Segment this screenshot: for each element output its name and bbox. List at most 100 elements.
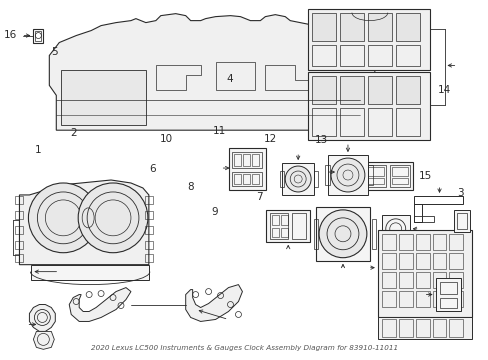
Bar bbox=[398, 319, 412, 337]
Bar bbox=[389, 165, 409, 187]
Bar bbox=[367, 167, 383, 176]
Polygon shape bbox=[69, 288, 131, 321]
Bar bbox=[367, 108, 391, 136]
Text: 5: 5 bbox=[51, 46, 57, 57]
Bar bbox=[266, 210, 309, 242]
Bar bbox=[292, 213, 305, 239]
Bar bbox=[270, 213, 287, 239]
Text: 13: 13 bbox=[315, 135, 328, 145]
Bar bbox=[16, 196, 23, 204]
Bar bbox=[144, 196, 153, 204]
Circle shape bbox=[285, 166, 310, 192]
Bar bbox=[415, 291, 428, 306]
Text: 15: 15 bbox=[418, 171, 431, 181]
Bar bbox=[35, 31, 41, 41]
Bar bbox=[311, 13, 335, 41]
Bar bbox=[16, 241, 23, 249]
Bar bbox=[398, 272, 412, 288]
Bar bbox=[413, 216, 433, 222]
Bar bbox=[415, 253, 428, 269]
Polygon shape bbox=[20, 180, 148, 265]
Text: 1: 1 bbox=[35, 144, 41, 154]
Bar bbox=[381, 291, 395, 306]
Polygon shape bbox=[61, 71, 145, 125]
Polygon shape bbox=[29, 305, 55, 332]
Text: 3: 3 bbox=[456, 188, 463, 198]
Bar bbox=[435, 278, 461, 311]
Bar bbox=[307, 72, 428, 140]
Bar bbox=[367, 76, 391, 104]
Bar bbox=[252, 174, 259, 184]
Text: 12: 12 bbox=[263, 134, 276, 144]
Bar bbox=[281, 228, 287, 237]
Bar bbox=[232, 152, 262, 168]
Bar bbox=[415, 234, 428, 250]
Bar bbox=[432, 291, 446, 306]
Circle shape bbox=[330, 158, 364, 192]
Bar bbox=[280, 171, 284, 187]
Text: 9: 9 bbox=[211, 207, 218, 217]
Bar bbox=[377, 318, 471, 339]
Bar bbox=[398, 253, 412, 269]
Polygon shape bbox=[185, 285, 242, 321]
Bar bbox=[339, 13, 363, 41]
Bar bbox=[311, 108, 335, 136]
Text: 16: 16 bbox=[4, 30, 18, 40]
Polygon shape bbox=[33, 332, 54, 349]
Bar bbox=[367, 165, 372, 185]
Bar bbox=[234, 174, 241, 184]
Bar bbox=[391, 167, 407, 176]
Bar bbox=[415, 272, 428, 288]
Bar bbox=[144, 254, 153, 262]
Bar bbox=[33, 28, 43, 42]
Bar bbox=[337, 162, 412, 190]
Ellipse shape bbox=[78, 183, 147, 253]
Bar bbox=[439, 282, 456, 293]
Bar bbox=[272, 215, 279, 225]
Bar bbox=[313, 171, 317, 187]
Bar bbox=[144, 226, 153, 234]
Bar bbox=[282, 163, 313, 195]
Bar bbox=[339, 76, 363, 104]
Bar bbox=[432, 272, 446, 288]
Bar bbox=[311, 76, 335, 104]
Text: 10: 10 bbox=[159, 134, 172, 144]
Bar bbox=[381, 253, 395, 269]
Text: 11: 11 bbox=[213, 126, 226, 135]
Bar bbox=[281, 215, 287, 225]
Text: 14: 14 bbox=[437, 85, 450, 95]
Bar bbox=[432, 234, 446, 250]
Bar bbox=[339, 45, 363, 67]
Text: 7: 7 bbox=[256, 192, 263, 202]
Bar bbox=[391, 178, 407, 184]
Bar bbox=[16, 211, 23, 219]
Text: 2: 2 bbox=[70, 128, 77, 138]
Ellipse shape bbox=[28, 183, 98, 253]
Bar bbox=[325, 165, 329, 185]
Bar bbox=[448, 319, 463, 337]
Text: 8: 8 bbox=[187, 182, 193, 192]
Bar bbox=[456, 213, 467, 229]
Bar bbox=[448, 272, 463, 288]
Bar bbox=[367, 45, 391, 67]
Bar bbox=[272, 228, 279, 237]
Bar bbox=[381, 234, 395, 250]
Bar bbox=[448, 253, 463, 269]
Bar bbox=[234, 154, 241, 166]
Bar bbox=[448, 234, 463, 250]
Bar bbox=[371, 219, 375, 249]
Bar bbox=[367, 13, 391, 41]
Polygon shape bbox=[49, 14, 374, 130]
Bar bbox=[395, 45, 419, 67]
Bar bbox=[311, 45, 335, 67]
Bar bbox=[327, 155, 367, 195]
Bar bbox=[232, 172, 262, 186]
Text: 2020 Lexus LC500 Instruments & Gauges Clock Assembly Diagram for 83910-11011: 2020 Lexus LC500 Instruments & Gauges Cl… bbox=[91, 345, 398, 351]
Bar bbox=[341, 165, 361, 187]
Bar bbox=[395, 76, 419, 104]
Bar bbox=[243, 154, 250, 166]
Bar bbox=[343, 167, 359, 176]
Bar bbox=[415, 319, 428, 337]
Bar bbox=[16, 254, 23, 262]
Bar bbox=[398, 234, 412, 250]
